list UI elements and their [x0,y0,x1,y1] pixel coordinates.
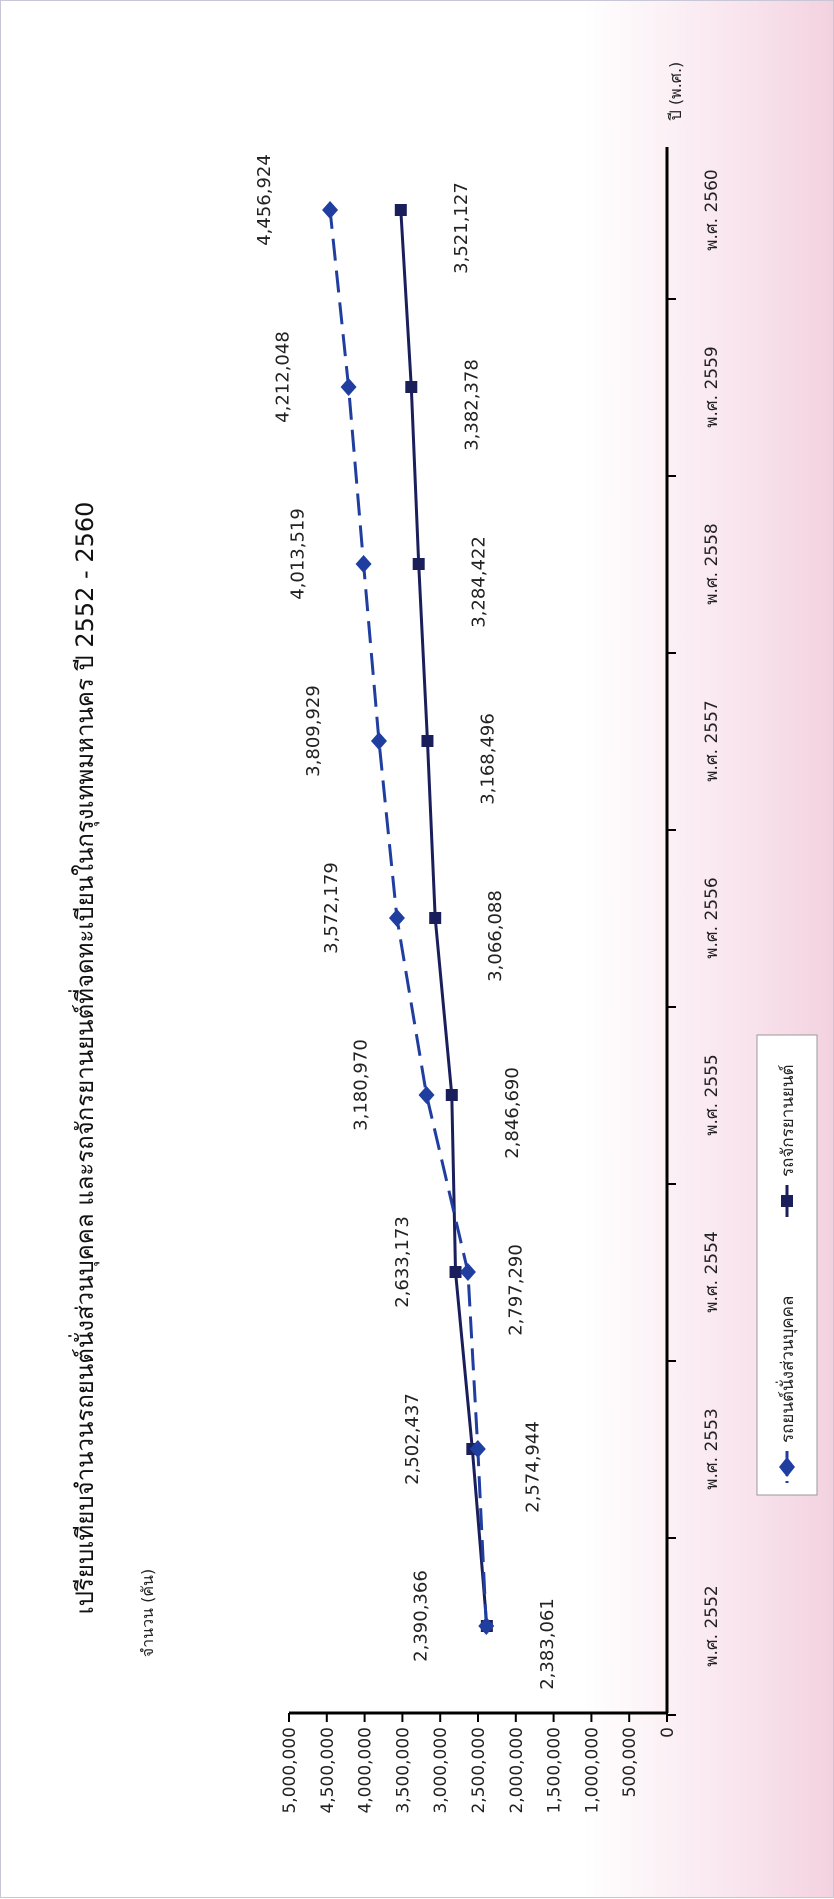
data-point-diamond-marker [469,1440,486,1458]
data-label-cars: 2,502,437 [402,1393,423,1485]
data-point-diamond-marker [459,1263,476,1281]
category-axis-tick-label: พ.ศ. 2560 [702,169,722,250]
data-point-square-marker [445,1089,458,1101]
value-axis-tick-label: 5,000,000 [280,1727,300,1814]
data-label-cars: 3,809,929 [303,685,324,777]
category-axis-tick-label: พ.ศ. 2556 [702,877,722,958]
data-label-motorcycles: 2,383,061 [537,1598,558,1690]
value-axis-tick-label: 3,000,000 [431,1727,451,1814]
value-axis-tick-label: 1,000,000 [582,1727,602,1814]
value-axis-tick-label: 3,500,000 [393,1727,413,1814]
data-label-cars: 4,212,048 [273,331,294,423]
category-axis-tick-label: พ.ศ. 2559 [702,346,722,427]
data-label-cars: 3,572,179 [321,862,342,954]
data-label-cars: 4,456,924 [254,154,275,246]
value-axis-tick-label: 500,000 [620,1727,640,1797]
data-point-diamond-marker [322,201,339,219]
data-label-motorcycles: 3,382,378 [461,359,482,451]
data-point-square-marker [429,912,442,924]
x-axis-title: ปี (พ.ศ.) [666,62,685,121]
data-label-cars: 3,180,970 [351,1039,372,1131]
category-axis-tick-label: พ.ศ. 2553 [702,1408,722,1489]
value-axis-tick-label: 0 [658,1727,678,1738]
data-point-diamond-marker [478,1617,495,1635]
value-axis-tick-label: 2,000,000 [507,1727,527,1814]
data-label-motorcycles: 2,797,290 [506,1244,527,1336]
data-point-diamond-marker [355,555,372,573]
data-label-motorcycles: 3,168,496 [477,713,498,805]
data-point-square-marker [412,558,425,570]
category-axis-tick-label: พ.ศ. 2558 [702,523,722,604]
data-point-square-marker [394,204,407,216]
data-point-diamond-marker [388,909,405,927]
data-label-motorcycles: 2,574,944 [522,1421,543,1513]
y-axis-title: จำนวน (คัน) [138,1569,157,1657]
data-label-cars: 4,013,519 [288,508,309,600]
data-label-motorcycles: 2,846,690 [502,1067,523,1159]
data-point-square-marker [449,1266,462,1278]
data-label-motorcycles: 3,284,422 [469,536,490,628]
value-axis-tick-label: 2,500,000 [469,1727,489,1814]
data-label-motorcycles: 3,066,088 [485,890,506,982]
data-point-diamond-marker [340,378,357,396]
category-axis-tick-label: พ.ศ. 2555 [702,1054,722,1135]
data-point-square-marker [421,735,434,747]
data-label-cars: 2,390,366 [410,1570,431,1662]
data-label-motorcycles: 3,521,127 [451,182,472,274]
value-axis-tick-label: 4,000,000 [356,1727,376,1814]
legend-diamond-icon [779,1457,795,1477]
value-axis-tick-label: 1,500,000 [545,1727,565,1814]
chart-title: เปรียบเทียบจำนวนรถยนต์นั่งส่วนบุคคล และร… [68,502,100,1615]
legend-square-icon [781,1195,793,1207]
category-axis-tick-label: พ.ศ. 2554 [702,1231,722,1312]
legend-label-motorcycles: รถจักรยานยนต์ [778,1064,798,1177]
data-point-diamond-marker [370,732,387,750]
legend-box [756,1034,818,1496]
legend-label-cars: รถยนต์นั่งส่วนบุคคล [775,1296,798,1443]
category-axis-tick-label: พ.ศ. 2552 [702,1585,722,1666]
data-point-diamond-marker [418,1086,435,1104]
value-axis-tick-label: 4,500,000 [318,1727,338,1814]
data-point-square-marker [405,381,418,393]
data-label-cars: 2,633,173 [392,1216,413,1308]
category-axis-tick-label: พ.ศ. 2557 [702,700,722,781]
